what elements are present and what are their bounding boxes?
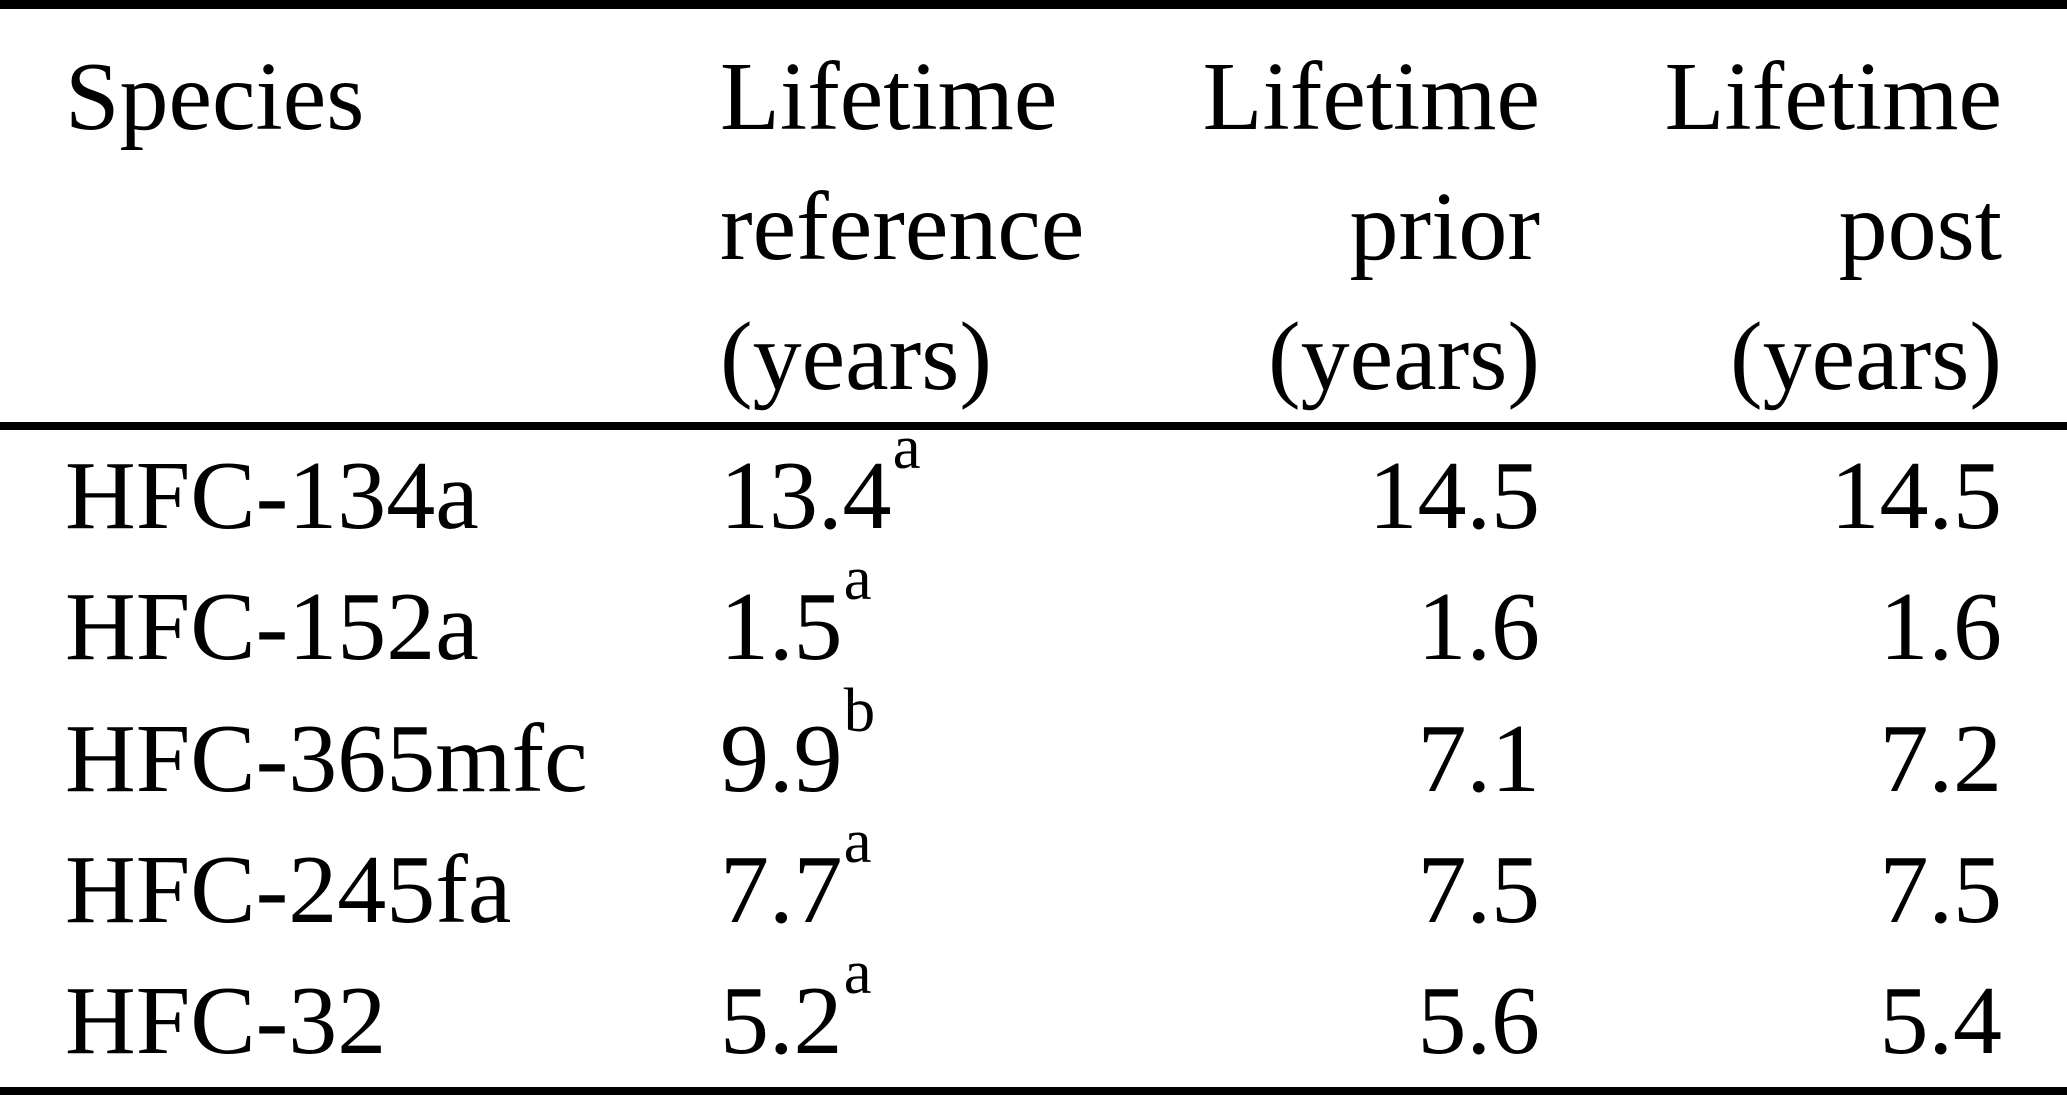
prior-cell: 14.5 xyxy=(1368,441,1541,550)
prior-cell: 7.5 xyxy=(1417,835,1541,944)
header-post-line1: Lifetime xyxy=(1664,43,2002,151)
header-reference-line1: Lifetime xyxy=(720,43,1058,151)
prior-cell: 5.6 xyxy=(1417,967,1541,1076)
species-cell: HFC-245fa xyxy=(65,835,512,944)
reference-cell: 13.4a xyxy=(720,415,1130,552)
header-species: Species xyxy=(65,32,720,422)
header-lifetime-prior: Lifetime prior (years) xyxy=(1130,32,1540,422)
footnote-marker: a xyxy=(892,411,921,482)
post-cell: 14.5 xyxy=(1830,441,2003,550)
reference-value: 13.4 xyxy=(720,441,892,550)
table-bottom-rule xyxy=(0,1087,2067,1095)
table-row: HFC-32 5.2a 5.6 5.4 xyxy=(0,941,2067,1087)
species-cell: HFC-134a xyxy=(65,441,479,550)
footnote-marker: a xyxy=(843,543,872,614)
table-row: HFC-134a 13.4a 14.5 14.5 xyxy=(0,415,2067,561)
header-lifetime-post: Lifetime post (years) xyxy=(1540,32,2002,422)
species-cell: HFC-32 xyxy=(65,967,387,1076)
reference-value: 1.5 xyxy=(720,573,843,682)
table-header-row: Species Lifetime reference (years) Lifet… xyxy=(0,9,2067,422)
reference-value: 5.2 xyxy=(720,967,843,1076)
footnote-marker: b xyxy=(843,674,876,745)
post-cell: 7.5 xyxy=(1879,835,2003,944)
post-cell: 1.6 xyxy=(1879,573,2003,682)
header-prior-line3: (years) xyxy=(1267,303,1540,411)
header-lifetime-reference: Lifetime reference (years) xyxy=(720,32,1130,422)
post-cell: 7.2 xyxy=(1879,704,2003,813)
reference-cell: 7.7a xyxy=(720,810,1130,946)
table-body: HFC-134a 13.4a 14.5 14.5 HFC-152a 1.5a 1… xyxy=(0,415,2067,1087)
footnote-marker: a xyxy=(843,937,872,1008)
header-prior-line2: prior xyxy=(1349,173,1541,281)
header-reference-line3: (years) xyxy=(720,303,993,411)
table-row: HFC-245fa 7.7a 7.5 7.5 xyxy=(0,810,2067,955)
reference-cell: 1.5a xyxy=(720,547,1130,683)
footnote-marker: a xyxy=(843,805,872,876)
table-mid-rule xyxy=(0,422,2067,430)
table-top-rule xyxy=(0,0,2067,9)
table-row: HFC-152a 1.5a 1.6 1.6 xyxy=(0,547,2067,692)
prior-cell: 7.1 xyxy=(1417,704,1541,813)
header-post-line2: post xyxy=(1838,173,2002,281)
header-species-label: Species xyxy=(65,43,365,151)
reference-cell: 9.9b xyxy=(720,678,1130,815)
reference-cell: 5.2a xyxy=(720,941,1130,1077)
species-cell: HFC-365mfc xyxy=(65,704,588,813)
species-cell: HFC-152a xyxy=(65,573,479,682)
header-post-line3: (years) xyxy=(1729,303,2002,411)
table-row: HFC-365mfc 9.9b 7.1 7.2 xyxy=(0,678,2067,824)
reference-value: 9.9 xyxy=(720,704,843,813)
header-prior-line1: Lifetime xyxy=(1202,43,1540,151)
header-reference-line2: reference xyxy=(720,173,1085,281)
post-cell: 5.4 xyxy=(1879,967,2003,1076)
prior-cell: 1.6 xyxy=(1417,573,1541,682)
reference-value: 7.7 xyxy=(720,835,843,944)
